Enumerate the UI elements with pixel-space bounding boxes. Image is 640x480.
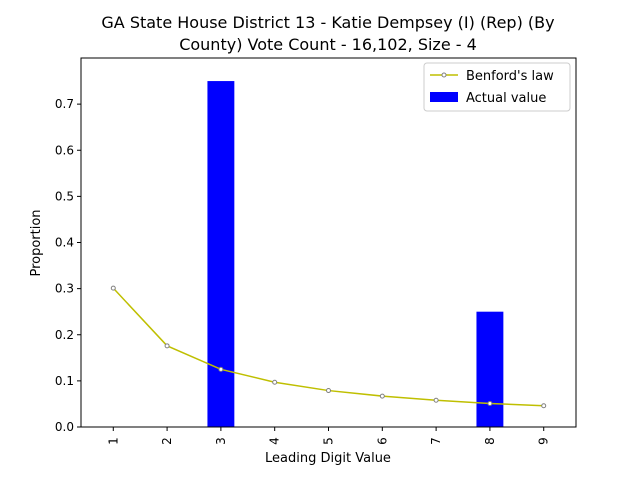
chart-title-line-1: GA State House District 13 - Katie Demps… bbox=[101, 13, 554, 32]
legend-label-benford: Benford's law bbox=[466, 69, 554, 84]
legend-bar-swatch bbox=[430, 92, 458, 102]
x-tick-label: 1 bbox=[106, 437, 120, 445]
benford-point-3 bbox=[218, 366, 224, 372]
y-tick-label: 0.4 bbox=[55, 236, 74, 250]
y-tick-label: 0.3 bbox=[55, 282, 74, 296]
benford-point-4 bbox=[272, 379, 278, 385]
y-tick-label: 0.6 bbox=[55, 143, 74, 157]
benford-point-8 bbox=[487, 400, 493, 406]
benford-point-7 bbox=[433, 397, 439, 403]
bar-digit-3 bbox=[207, 81, 235, 427]
chart-title-line-2: County) Vote Count - 16,102, Size - 4 bbox=[179, 35, 477, 54]
benford-line-group bbox=[110, 285, 547, 409]
y-ticks: 0.0 0.1 0.2 0.3 0.4 0.5 0.6 0.7 bbox=[55, 97, 81, 434]
x-tick-label: 7 bbox=[429, 437, 443, 445]
benford-point-2 bbox=[164, 343, 170, 349]
x-tick-label: 8 bbox=[483, 437, 497, 445]
x-tick-label: 4 bbox=[268, 437, 282, 445]
bars-group bbox=[207, 81, 504, 427]
legend-line-marker bbox=[441, 72, 447, 78]
y-tick-label: 0.5 bbox=[55, 189, 74, 203]
legend-box bbox=[423, 62, 571, 112]
x-axis-label: Leading Digit Value bbox=[265, 451, 391, 466]
y-axis-label: Proportion bbox=[29, 209, 44, 276]
y-tick-label: 0.1 bbox=[55, 374, 74, 388]
bar-digit-8 bbox=[476, 311, 504, 427]
x-tick-label: 6 bbox=[375, 437, 389, 445]
x-tick-label: 3 bbox=[214, 437, 228, 445]
y-tick-label: 0.2 bbox=[55, 328, 74, 342]
legend: Benford's law Actual value bbox=[423, 62, 571, 112]
benford-point-1 bbox=[110, 285, 116, 291]
benford-point-9 bbox=[541, 403, 547, 409]
x-tick-label: 2 bbox=[160, 437, 174, 445]
legend-label-actual: Actual value bbox=[466, 91, 546, 106]
x-tick-label: 5 bbox=[322, 437, 336, 445]
x-ticks: 1 2 3 4 5 6 7 8 9 bbox=[106, 427, 551, 445]
x-tick-label: 9 bbox=[537, 437, 551, 445]
benford-point-5 bbox=[326, 388, 331, 394]
y-tick-label: 0.0 bbox=[55, 420, 74, 434]
benford-point-6 bbox=[379, 393, 385, 399]
y-tick-label: 0.7 bbox=[55, 97, 74, 111]
